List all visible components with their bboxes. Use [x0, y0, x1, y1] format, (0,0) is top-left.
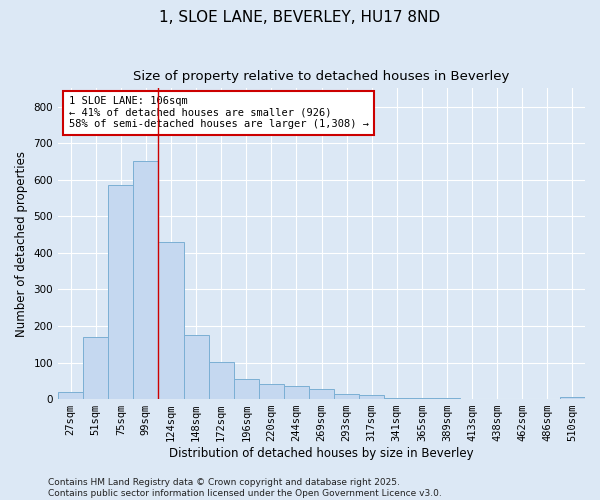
Text: Contains HM Land Registry data © Crown copyright and database right 2025.
Contai: Contains HM Land Registry data © Crown c… [48, 478, 442, 498]
Title: Size of property relative to detached houses in Beverley: Size of property relative to detached ho… [133, 70, 510, 83]
Text: 1, SLOE LANE, BEVERLEY, HU17 8ND: 1, SLOE LANE, BEVERLEY, HU17 8ND [160, 10, 440, 25]
Bar [158, 242, 184, 399]
X-axis label: Distribution of detached houses by size in Beverley: Distribution of detached houses by size … [169, 447, 474, 460]
Bar [108, 185, 133, 399]
Bar [560, 398, 585, 399]
Text: 1 SLOE LANE: 106sqm
← 41% of detached houses are smaller (926)
58% of semi-detac: 1 SLOE LANE: 106sqm ← 41% of detached ho… [68, 96, 368, 130]
Bar [133, 162, 158, 399]
Bar [209, 362, 233, 399]
Bar [434, 398, 460, 399]
Bar [334, 394, 359, 399]
Bar [359, 396, 384, 399]
Bar [83, 337, 108, 399]
Bar [284, 386, 309, 399]
Y-axis label: Number of detached properties: Number of detached properties [15, 150, 28, 336]
Bar [58, 392, 83, 399]
Bar [233, 379, 259, 399]
Bar [309, 389, 334, 399]
Bar [184, 335, 209, 399]
Bar [384, 398, 409, 399]
Bar [409, 398, 434, 399]
Bar [259, 384, 284, 399]
